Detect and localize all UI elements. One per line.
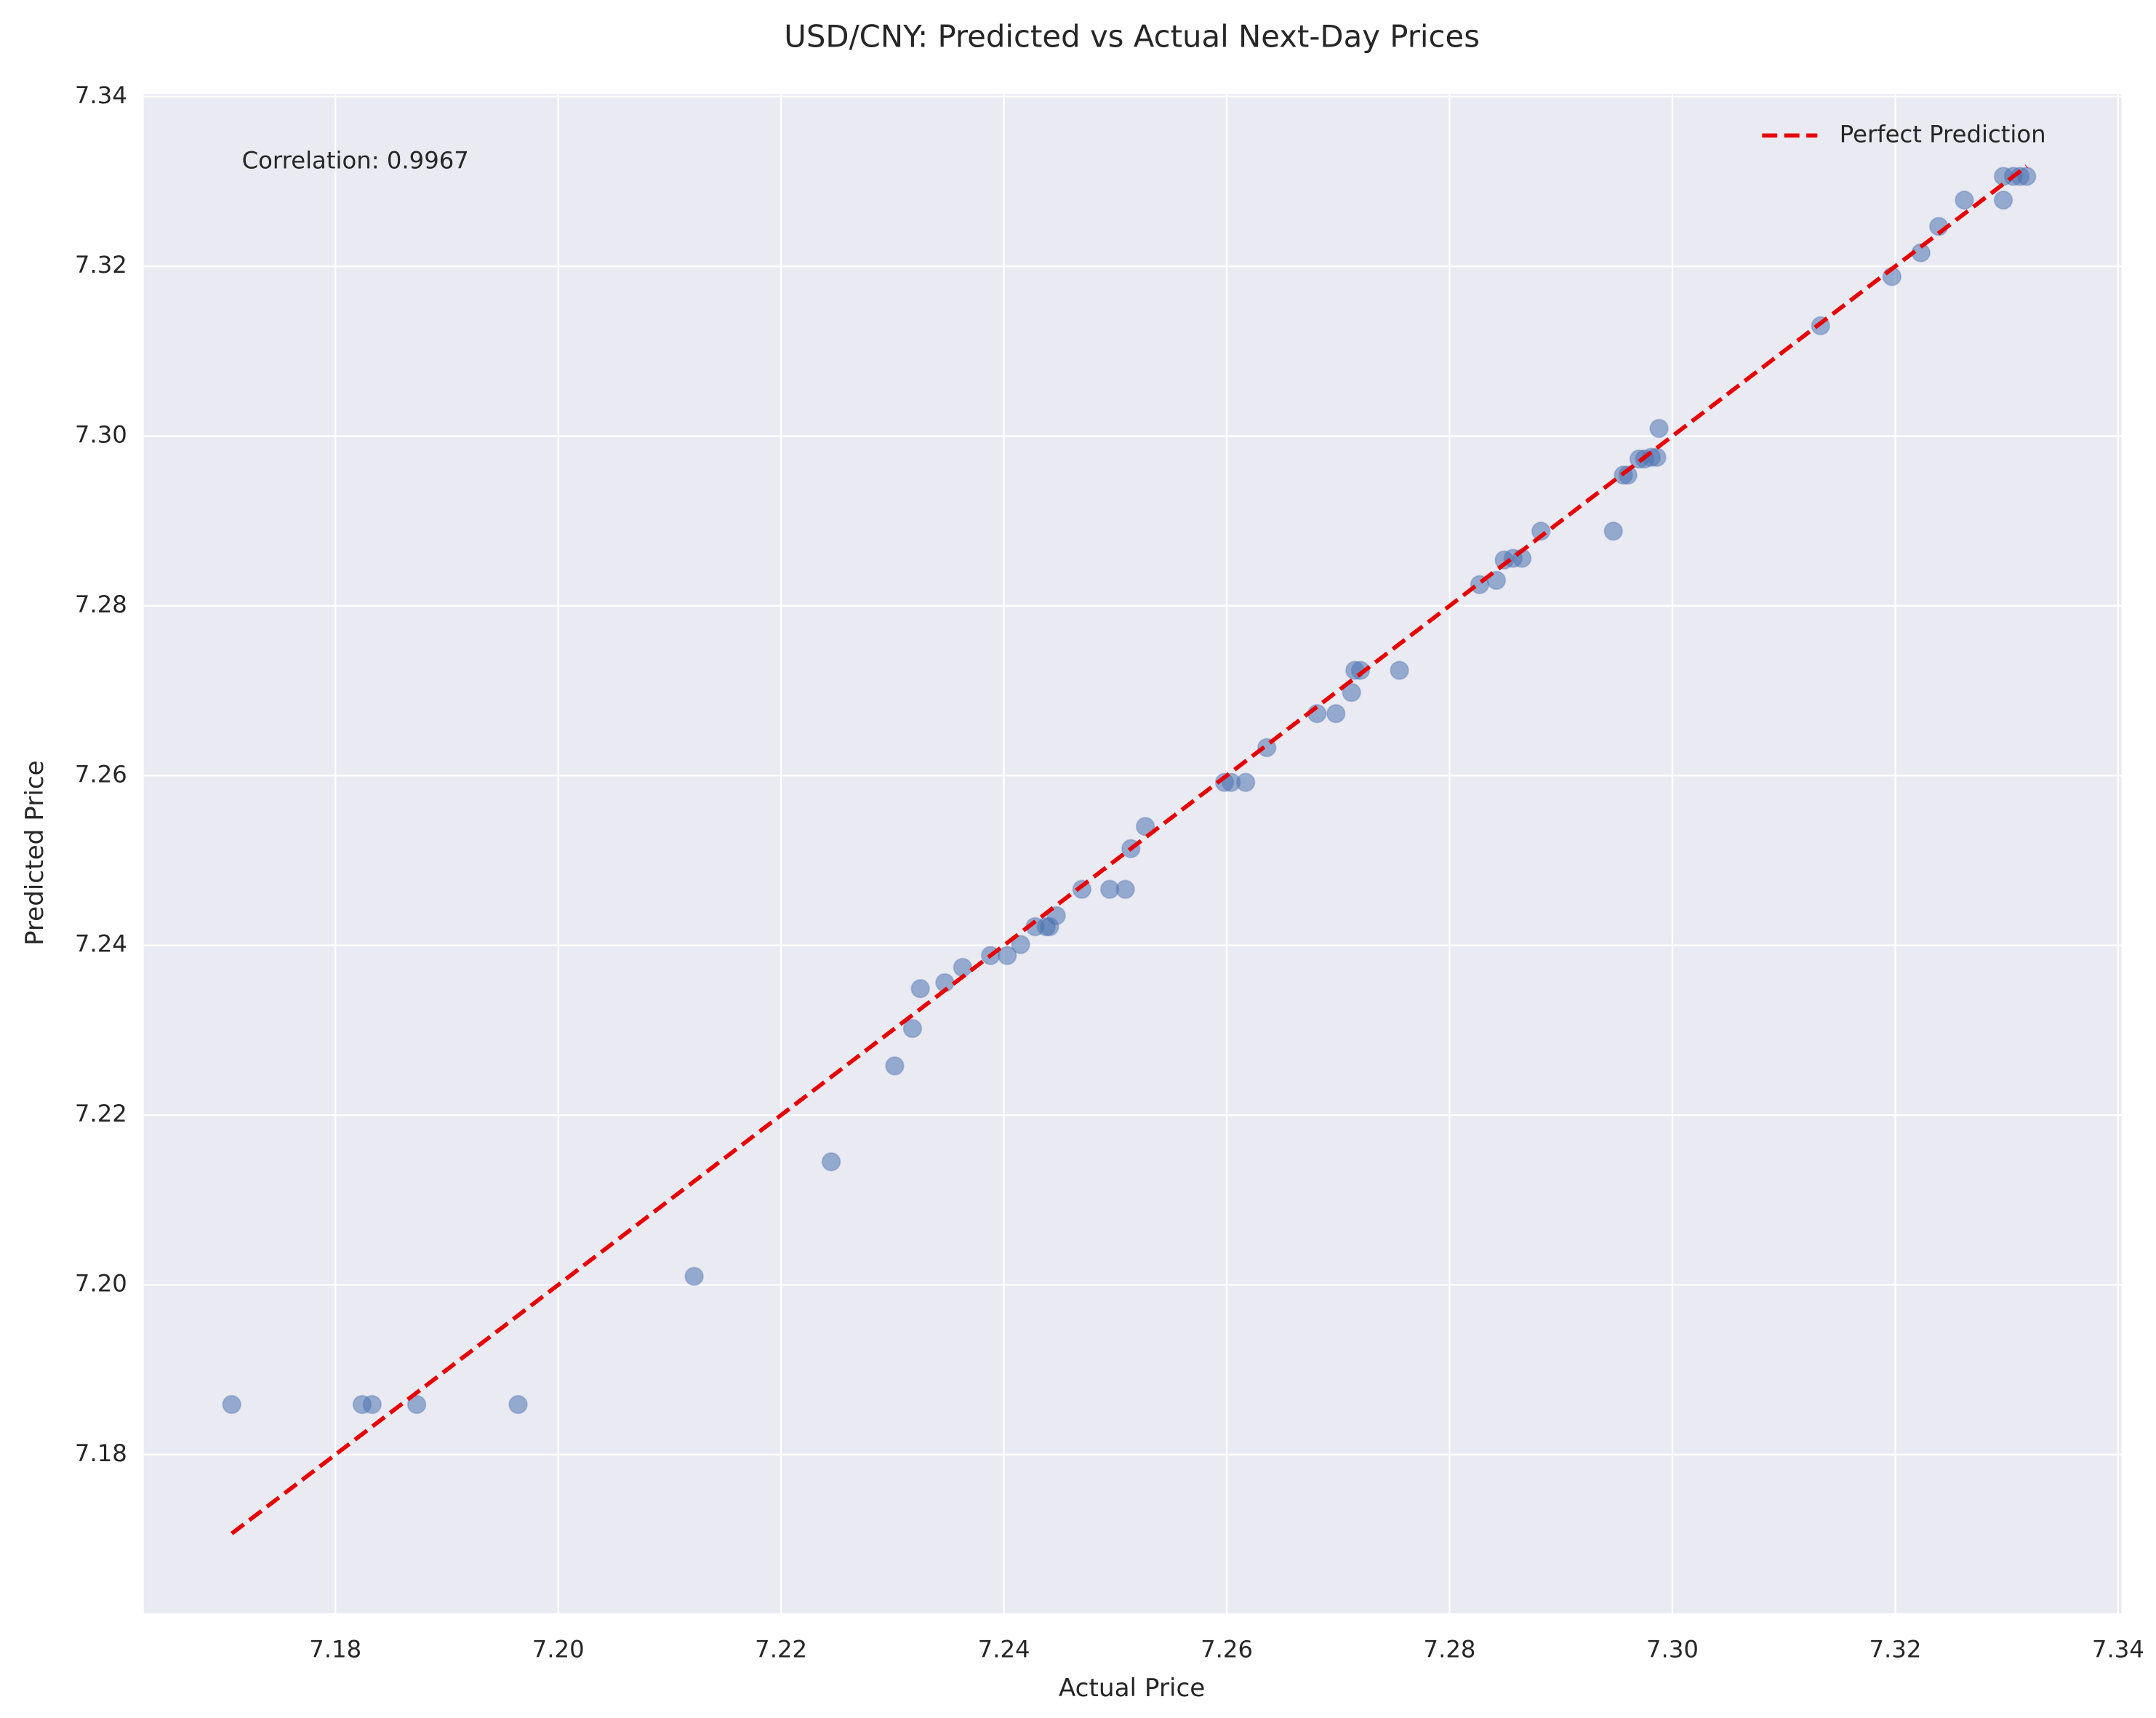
y-tick-label: 7.34	[75, 81, 127, 109]
x-tick-label: 7.18	[309, 1635, 361, 1663]
scatter-point	[1135, 817, 1155, 836]
x-tick-label: 7.22	[755, 1635, 807, 1663]
scatter-point	[362, 1394, 382, 1415]
scatter-point	[222, 1394, 242, 1415]
y-tick-label: 7.18	[75, 1439, 127, 1467]
y-tick-label: 7.22	[75, 1100, 127, 1127]
y-tick-label: 7.28	[75, 591, 127, 618]
x-tick-label: 7.32	[1869, 1635, 1921, 1663]
scatter-point	[1647, 447, 1667, 468]
y-tick-label: 7.26	[75, 760, 127, 788]
scatter-point	[1326, 703, 1346, 724]
chart-title: USD/CNY: Predicted vs Actual Next-Day Pr…	[784, 19, 1480, 55]
x-tick-label: 7.20	[532, 1635, 585, 1663]
legend-label: Perfect Prediction	[1840, 120, 2046, 148]
reference-line	[230, 164, 2028, 1535]
scatter-point	[1649, 418, 1669, 439]
scatter-point	[1115, 879, 1135, 899]
scatter-point	[1603, 521, 1624, 541]
scatter-point	[406, 1394, 427, 1415]
scatter-point	[902, 1018, 923, 1039]
x-axis-label: Actual Price	[1059, 1674, 1205, 1703]
scatter-point	[508, 1394, 528, 1415]
x-tick-label: 7.30	[1646, 1635, 1699, 1663]
marks	[222, 164, 2037, 1535]
grid	[143, 94, 2122, 1614]
scatter-point	[953, 957, 973, 978]
scatter-point	[2016, 167, 2037, 186]
scatter-point	[1618, 465, 1638, 485]
scatter-point	[1955, 190, 1974, 210]
scatter-point	[1011, 935, 1030, 954]
scatter-point	[910, 978, 930, 999]
scatter-point	[821, 1151, 841, 1172]
scatter-point	[1531, 521, 1551, 541]
x-tick-label: 7.28	[1424, 1635, 1476, 1663]
x-tick-label: 7.24	[978, 1635, 1030, 1663]
legend: Perfect Prediction	[1762, 120, 2046, 148]
x-tick-label: 7.26	[1201, 1635, 1253, 1663]
scatter-point	[1342, 682, 1361, 703]
x-tick-label: 7.34	[2092, 1635, 2144, 1663]
scatter-point	[1390, 660, 1409, 680]
scatter-point	[997, 946, 1017, 966]
scatter-point	[1235, 772, 1256, 792]
y-tick-label: 7.24	[75, 930, 127, 958]
scatter-point	[1350, 660, 1371, 680]
annotation: Correlation: 0.9967	[242, 146, 469, 174]
y-axis-label: Predicted Price	[20, 760, 49, 946]
scatter-point	[885, 1056, 905, 1076]
y-tick-label: 7.32	[75, 251, 127, 279]
scatter-point	[684, 1266, 704, 1287]
y-tick-label: 7.30	[75, 421, 127, 449]
y-tick-label: 7.20	[75, 1269, 127, 1297]
scatter-point	[1993, 190, 2013, 210]
